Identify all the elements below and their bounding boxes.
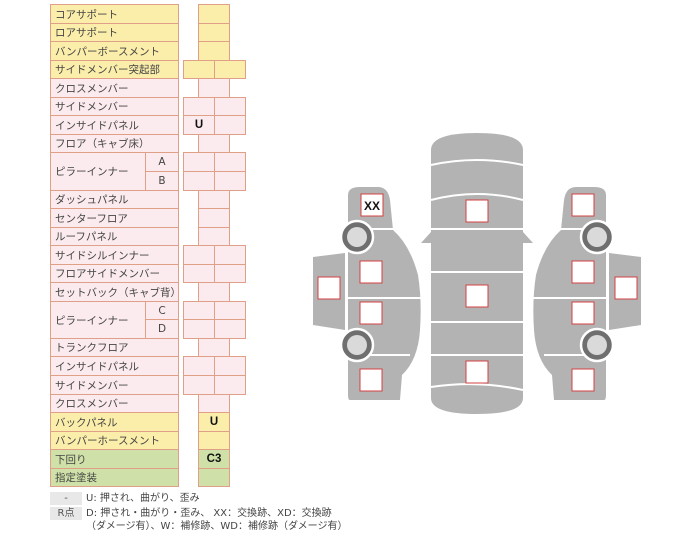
mark-box[interactable]	[571, 193, 595, 217]
row-label: トランクフロア	[50, 338, 179, 357]
mark-box[interactable]	[571, 301, 595, 325]
row-label: 下回り	[50, 449, 179, 469]
mark-box[interactable]	[465, 284, 489, 308]
row-label: インサイドパネル	[50, 115, 179, 135]
value-cell[interactable]	[198, 468, 230, 487]
car-top-mirror-left	[421, 232, 431, 243]
mark-box[interactable]	[571, 368, 595, 392]
row-label: ピラーインナー	[50, 301, 146, 339]
mark-box[interactable]	[465, 199, 489, 223]
row-sublabel: B	[145, 171, 179, 191]
car-top-view	[431, 133, 523, 414]
mark-box-left-front[interactable]	[360, 193, 384, 217]
mark-box[interactable]	[317, 276, 341, 300]
value-cell-right[interactable]	[214, 171, 246, 191]
legend-text-2: D: 押され・曲がり・歪み、 XX：交換跡、XD：交換跡	[86, 508, 332, 519]
value-cell-right[interactable]	[214, 60, 246, 79]
legend-key-dash: -	[50, 492, 82, 505]
row-label: サイドメンバー突起部	[50, 60, 179, 79]
row-label: クロスメンバー	[50, 78, 179, 98]
car-top-mirror-right	[523, 232, 533, 243]
row-label: サイドメンバー	[50, 375, 179, 395]
mark-box[interactable]	[465, 360, 489, 384]
mark-box[interactable]	[571, 260, 595, 284]
row-label: クロスメンバー	[50, 394, 179, 413]
car-right-side	[533, 187, 606, 400]
value-cell-right[interactable]	[214, 319, 246, 339]
row-label: センターフロア	[50, 208, 179, 228]
mark-box[interactable]	[359, 301, 383, 325]
legend-text-1: U: 押され、曲がり、歪み	[86, 493, 200, 504]
mark-box[interactable]	[359, 368, 383, 392]
mark-box[interactable]	[359, 260, 383, 284]
mark-box[interactable]	[614, 276, 638, 300]
mark-left-front: XX	[364, 199, 380, 213]
car-left-side	[348, 187, 421, 400]
row-label: サイドメンバー	[50, 97, 179, 116]
value-cell-right[interactable]	[214, 115, 246, 135]
row-label: サイドシルインナー	[50, 245, 179, 265]
legend-key-r: R点	[50, 507, 82, 520]
value-cell-right[interactable]	[214, 375, 246, 395]
legend-text-3: （ダメージ有）、W：補修跡、WD：補修跡（ダメージ有）	[86, 521, 348, 532]
row-label: バンパーボースメント	[50, 41, 179, 61]
value-cell-right[interactable]	[214, 264, 246, 283]
row-label: 指定塗装	[50, 468, 179, 487]
